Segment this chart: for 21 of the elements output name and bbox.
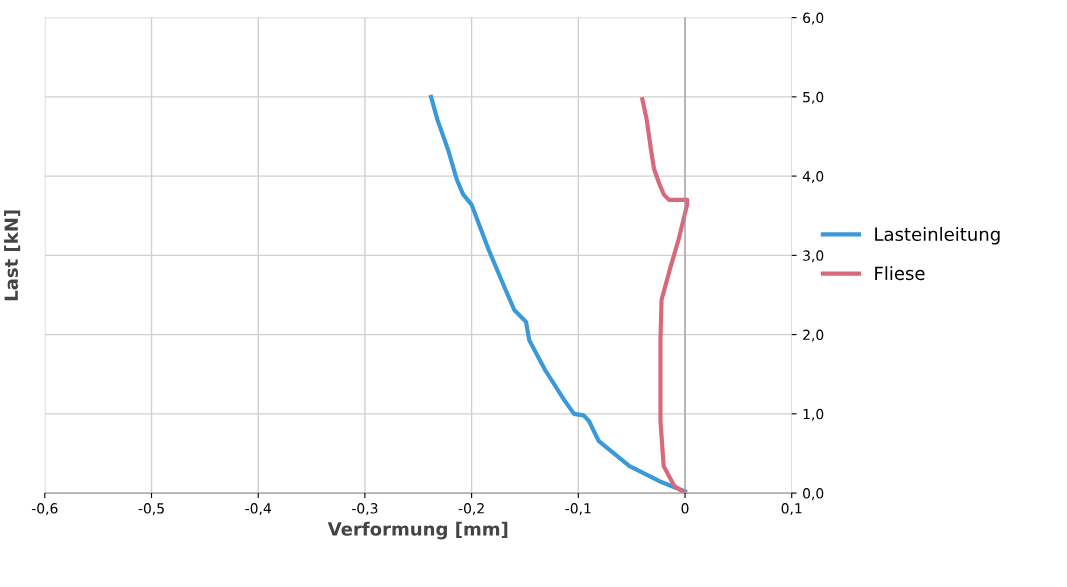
x-tick-label: -0,4: [245, 503, 271, 515]
y-tick-label: 1,0: [803, 408, 824, 421]
y-tick-label: 3,0: [803, 250, 824, 263]
x-tick-label: -0,2: [458, 503, 484, 515]
line-series: [640, 97, 690, 494]
x-tick-label: 0,1: [781, 503, 802, 515]
y-axis-title: Last [kN]: [4, 210, 21, 301]
y-tick-label: 6,0: [803, 12, 824, 25]
y-tick-label: 4,0: [802, 171, 824, 183]
x-tick-label: 0: [681, 503, 689, 514]
x-tick-label: -0,3: [352, 503, 378, 515]
x-axis-title: Verformung [mm]: [327, 521, 508, 540]
x-tick-label: -0,6: [31, 503, 58, 515]
y-tick-label: 2,0: [803, 329, 824, 342]
x-tick-label: -0,5: [138, 503, 164, 515]
line-series: [428, 94, 688, 494]
y-tick-label: 5,0: [803, 91, 824, 104]
legend-label: Fliese: [875, 266, 925, 281]
x-tick-label: -0,1: [565, 503, 591, 515]
legend-label: Lasteinleitung: [875, 227, 1000, 245]
y-tick-label: 0,0: [803, 488, 824, 500]
